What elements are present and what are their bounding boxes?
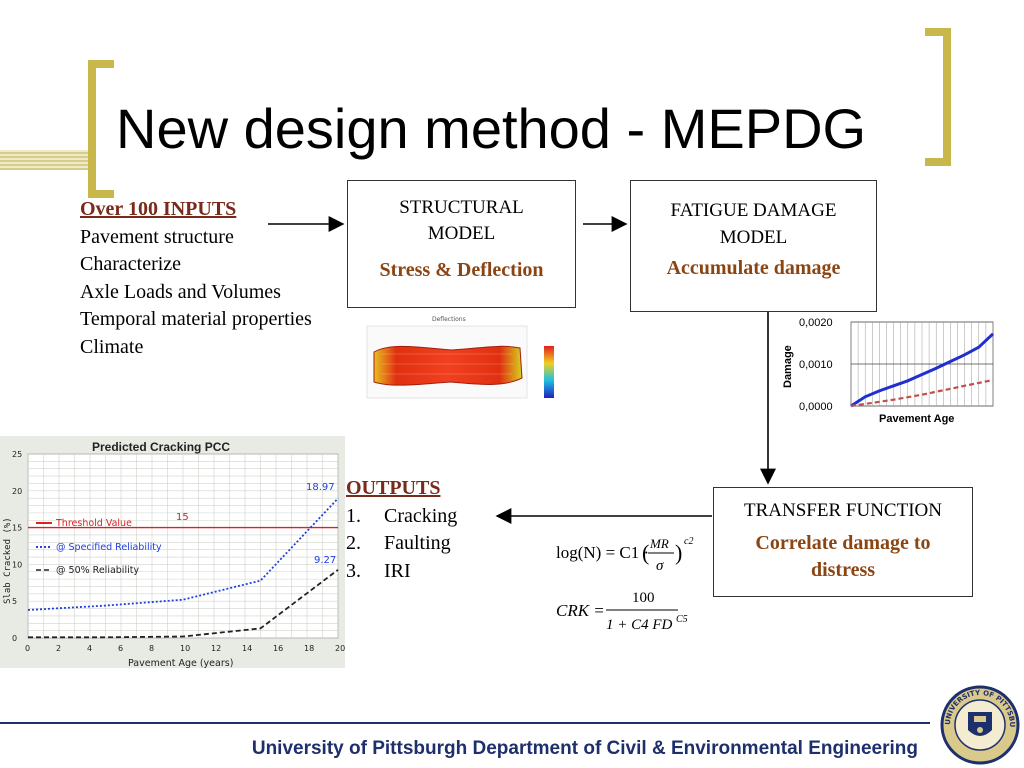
cracking-y-axis-label: Slab Cracked (%) — [3, 517, 13, 604]
equation-2-numerator: 100 — [632, 590, 655, 606]
equation-1-denominator: σ — [656, 558, 664, 574]
cracking-chart-title: Predicted Cracking PCC — [92, 440, 230, 454]
inputs-item: Axle Loads and Volumes — [80, 280, 281, 303]
inputs-item: Pavement structure — [80, 225, 234, 248]
outputs-item: 2. Faulting — [346, 530, 457, 558]
outputs-item-label: IRI — [384, 559, 411, 582]
outputs-item-number: 1. — [346, 504, 361, 527]
cracking-y-tick-label: 25 — [12, 450, 22, 459]
damage-x-axis-label: Pavement Age — [879, 413, 954, 425]
cracking-x-tick-label: 12 — [211, 644, 221, 653]
legend-threshold: Threshold Value — [55, 518, 132, 529]
title-band-decoration — [0, 150, 90, 170]
footer-divider — [0, 722, 930, 724]
university-seal-logo: UNIVERSITY OF PITTSBURGH — [940, 684, 1020, 765]
damage-series-line-0 — [850, 332, 995, 408]
cracking-y-tick-label: 10 — [12, 560, 22, 569]
outputs-item: 1. Cracking — [346, 503, 457, 531]
equation-1-paren-right: ) — [675, 540, 682, 565]
cracking-chart: Predicted Cracking PCC 0 2 4 6 8 10 12 14 16 18 20… — [0, 436, 345, 668]
outputs-item-number: 3. — [346, 559, 361, 582]
damage-series-line-1 — [850, 378, 994, 408]
transfer-box-sub2: distress — [810, 559, 876, 581]
structural-box-line1: STRUCTURAL — [399, 197, 524, 218]
fatigue-box-line1: FATIGUE DAMAGE — [670, 200, 837, 221]
annotation-50-end: 9.27 — [314, 555, 336, 566]
outputs-item-label: Cracking — [384, 504, 458, 527]
legend-50-reliability: @ 50% Reliability — [56, 565, 139, 576]
equation-1-left: log(N) = C1 · — [556, 543, 649, 562]
deflection-image: Deflections — [366, 316, 554, 399]
inputs-item: Climate — [80, 335, 144, 358]
cracking-x-tick-label: 8 — [149, 644, 154, 653]
transfer-function-box: TRANSFER FUNCTION Correlate damage to di… — [713, 487, 973, 597]
outputs-item: 3. IRI — [346, 558, 457, 586]
cracking-x-tick-label: 0 — [25, 644, 30, 653]
cracking-series-line-2 — [28, 569, 339, 639]
inputs-heading: Over 100 INPUTS — [80, 198, 237, 220]
outputs-item-number: 2. — [346, 532, 361, 554]
cracking-x-tick-label: 4 — [87, 644, 92, 653]
inputs-item: Characterize — [80, 253, 182, 275]
cracking-x-tick-label: 14 — [242, 644, 252, 653]
left-bracket-decoration — [88, 60, 114, 198]
transfer-box-sub1: Correlate damage to — [755, 532, 931, 554]
outputs-list: OUTPUTS 1. Cracking 2. Faulting 3. IRI — [346, 475, 457, 585]
cracking-y-tick-label: 5 — [12, 597, 17, 606]
deflection-title: Deflections — [432, 316, 466, 323]
equations: log(N) = C1 · MR σ ( ) c2 CRK = 100 1 + … — [556, 536, 693, 633]
cracking-x-tick-label: 20 — [335, 644, 345, 653]
annotation-specified-end: 18.97 — [306, 482, 335, 493]
inputs-list: Over 100 INPUTS Pavement structure Chara… — [80, 196, 312, 361]
inputs-item: Temporal material properties — [80, 308, 312, 330]
equation-1-numerator: MR — [649, 536, 669, 551]
page-title: New design method - MEPDG — [116, 97, 867, 160]
cracking-x-tick-label: 10 — [180, 644, 190, 653]
damage-ytick-top: 0,0020 — [799, 317, 833, 329]
cracking-y-tick-label: 20 — [12, 487, 22, 496]
structural-box-sub: Stress & Deflection — [379, 259, 544, 281]
cracking-x-axis-label: Pavement Age (years) — [128, 658, 233, 668]
outputs-item-label: Faulting — [384, 532, 451, 554]
cracking-y-tick-label: 0 — [12, 634, 17, 643]
cracking-x-tick-label: 2 — [56, 644, 61, 653]
structural-box-line2: MODEL — [427, 223, 496, 244]
equation-2-exponent: C5 — [676, 614, 688, 625]
equation-2-denominator: 1 + C4 FD — [606, 617, 673, 633]
transfer-box-line1: TRANSFER FUNCTION — [744, 500, 942, 521]
equation-2-left: CRK = — [556, 601, 605, 620]
cracking-x-tick-label: 18 — [304, 644, 314, 653]
damage-ytick-mid: 0,0010 — [799, 359, 833, 371]
right-bracket-decoration — [925, 28, 951, 166]
footer-text: University of Pittsburgh Department of C… — [251, 738, 918, 759]
legend-specified-reliability: @ Specified Reliability — [56, 542, 162, 553]
structural-model-box: STRUCTURAL MODEL Stress & Deflection — [347, 180, 576, 308]
cracking-x-tick-label: 16 — [273, 644, 283, 653]
fatigue-box-sub: Accumulate damage — [666, 257, 841, 279]
cracking-x-tick-label: 6 — [118, 644, 123, 653]
damage-chart: 0,0020 0,0010 0,0000 Damage Pavement Age — [782, 317, 995, 425]
cracking-y-tick-label: 15 — [12, 524, 22, 533]
equation-1-exponent: c2 — [684, 536, 693, 547]
fatigue-box-line2: MODEL — [719, 227, 788, 248]
equation-1-paren-left: ( — [642, 540, 649, 565]
fatigue-damage-box: FATIGUE DAMAGE MODEL Accumulate damage — [630, 180, 877, 312]
damage-y-axis-label: Damage — [782, 345, 794, 388]
annotation-threshold-value: 15 — [176, 512, 189, 523]
damage-ytick-bottom: 0,0000 — [799, 401, 833, 413]
cracking-series-line-1 — [27, 497, 339, 611]
outputs-heading: OUTPUTS — [346, 477, 441, 499]
